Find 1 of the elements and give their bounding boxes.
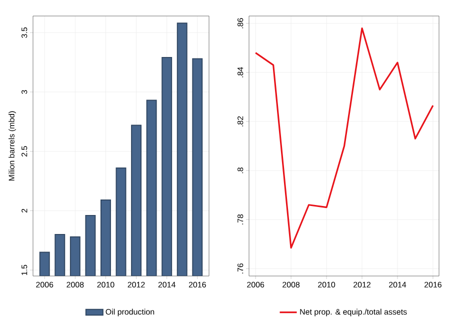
line-series: [254, 27, 434, 249]
